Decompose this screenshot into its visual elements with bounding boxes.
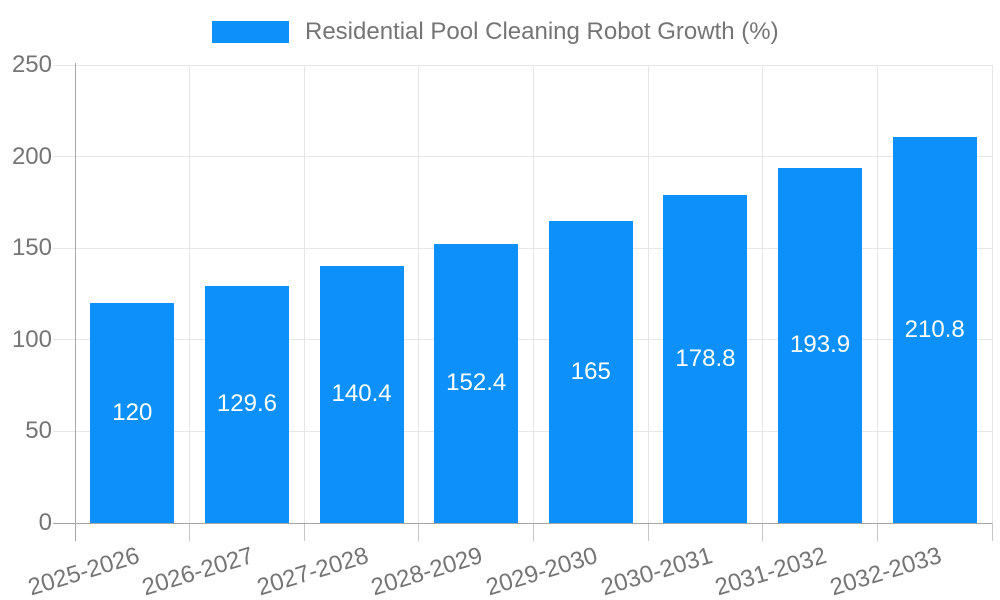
gridline-vertical <box>991 65 993 523</box>
x-axis-tick <box>647 523 649 541</box>
x-axis-tick <box>762 523 764 541</box>
bar: 165 <box>548 220 633 523</box>
legend-swatch <box>212 21 289 43</box>
x-axis-category-label: 2029-2030 <box>483 542 601 600</box>
x-axis-tick <box>418 523 420 541</box>
x-axis-tick <box>303 523 305 541</box>
y-axis-tick-label: 150 <box>11 234 52 262</box>
bar-value-label: 165 <box>570 357 611 385</box>
bar-value-label: 193.9 <box>790 331 851 359</box>
bar-value-label: 140.4 <box>331 380 392 408</box>
x-axis-category-label: 2031-2032 <box>712 542 830 600</box>
gridline-vertical <box>189 65 191 523</box>
x-axis-tick <box>876 523 878 541</box>
gridline-horizontal <box>53 247 992 249</box>
gridline-vertical <box>647 65 649 523</box>
bar: 140.4 <box>319 265 404 523</box>
x-axis-category-label: 2026-2027 <box>139 542 257 600</box>
y-axis-tick-label: 200 <box>11 142 52 170</box>
y-axis-tick-label: 250 <box>11 51 52 78</box>
gridline-horizontal <box>53 430 992 432</box>
bar: 129.6 <box>204 285 289 523</box>
y-axis-tick-label: 100 <box>11 325 52 353</box>
x-axis-tick <box>533 523 534 541</box>
gridline-horizontal <box>53 156 992 158</box>
x-axis-category-label: 2032-2033 <box>826 542 945 600</box>
x-axis-tick <box>189 523 191 541</box>
bar: 152.4 <box>434 243 519 523</box>
x-axis-tick <box>991 523 993 541</box>
gridline-vertical <box>533 65 534 523</box>
x-axis-category-label: 2027-2028 <box>253 542 372 600</box>
bar: 210.8 <box>892 136 977 523</box>
bar-value-label: 120 <box>112 399 153 427</box>
gridline-horizontal <box>53 64 992 66</box>
gridline-vertical <box>303 65 305 523</box>
x-axis-line <box>53 522 992 524</box>
gridline-vertical <box>876 65 878 523</box>
x-axis-category-label: 2028-2029 <box>368 542 487 600</box>
x-axis-category-label: 2025-2026 <box>24 542 143 600</box>
bar: 193.9 <box>778 167 863 523</box>
bar: 178.8 <box>663 195 748 523</box>
gridline-vertical <box>762 65 764 523</box>
x-axis-category-label: 2030-2031 <box>597 542 716 600</box>
y-axis-tick-label: 0 <box>38 509 52 536</box>
gridline-horizontal <box>53 339 992 341</box>
bar-value-label: 210.8 <box>904 315 965 343</box>
y-axis-tick-label: 50 <box>25 417 52 445</box>
bar-value-label: 178.8 <box>675 345 736 373</box>
chart-legend[interactable]: Residential Pool Cleaning Robot Growth (… <box>212 18 779 45</box>
y-axis-line <box>74 63 76 541</box>
legend-label: Residential Pool Cleaning Robot Growth (… <box>305 18 779 45</box>
bar-value-label: 152.4 <box>446 369 507 397</box>
gridline-vertical <box>418 65 420 523</box>
bar-value-label: 129.6 <box>216 390 277 418</box>
bar: 120 <box>90 303 175 523</box>
